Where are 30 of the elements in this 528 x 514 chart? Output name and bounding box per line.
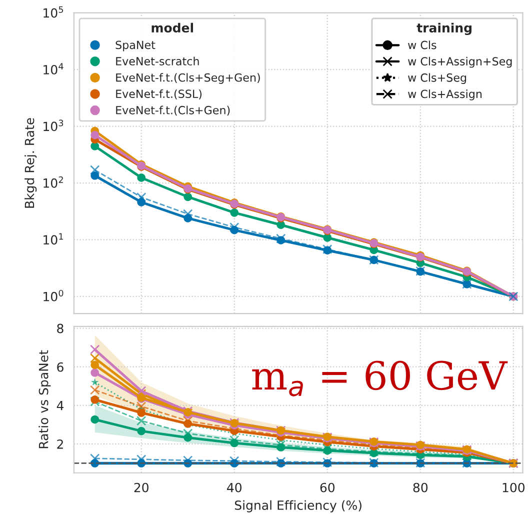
x-tick-label: 60 [320,482,335,492]
y-tick-label: 10$^{3}$ [44,120,64,132]
legend-label: EveNet-scratch [116,56,199,66]
y-axis-title: Ratio vs SpaNet [38,350,51,448]
x-tick-label: 40 [227,482,242,492]
y-tick-label: 10$^{4}$ [44,63,64,74]
x-tick-label: 80 [413,482,428,492]
y-tick-label: 10$^{0}$ [44,290,64,302]
legend-label: w Cls+Assign+Seg [408,56,512,68]
y-tick-label: 10$^{2}$ [44,176,63,188]
legend-label: w Cls [408,40,436,50]
legend-label: w Cls+Assign [408,90,482,100]
y-tick-label: 6 [57,362,64,372]
x-tick-label: 100 [502,482,525,492]
y-tick-label: 2 [57,439,63,449]
legend-label: w Cls+Seg [408,73,466,84]
text: model [152,22,193,33]
x-axis-title: Signal Efficiency (%) [234,500,362,512]
legend-label: EveNet-f.t.(Cls+Gen) [116,106,230,116]
text: training [416,22,472,36]
legend-label: SpaNet [116,40,156,52]
y-axis-title: Bkgd Rej. Rate [24,118,37,208]
x-tick-label: 20 [134,482,148,492]
legend-label: EveNet-f.t.(Cls+Seg+Gen) [116,73,260,84]
legend-label: EveNet-f.t.(SSL) [116,89,202,100]
y-tick-label: 10$^{1}$ [44,233,63,245]
annotation: m$_{a}$ = 60 GeV [252,360,508,396]
y-tick-label: 4 [56,401,64,410]
y-tick-label: 8 [57,324,64,334]
y-tick-label: 10$^{5}$ [44,6,64,18]
